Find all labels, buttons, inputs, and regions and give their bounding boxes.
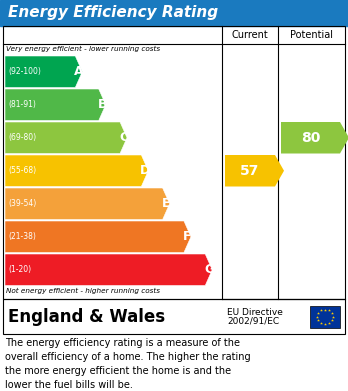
Polygon shape bbox=[5, 122, 127, 154]
Text: Current: Current bbox=[232, 30, 268, 40]
Polygon shape bbox=[225, 155, 284, 187]
Text: C: C bbox=[119, 131, 128, 144]
Text: E: E bbox=[161, 197, 170, 210]
Polygon shape bbox=[5, 89, 106, 120]
Text: D: D bbox=[140, 164, 151, 177]
Text: A: A bbox=[74, 65, 84, 78]
Polygon shape bbox=[5, 56, 82, 88]
Polygon shape bbox=[5, 254, 212, 285]
Text: Energy Efficiency Rating: Energy Efficiency Rating bbox=[8, 5, 218, 20]
Text: (21-38): (21-38) bbox=[8, 232, 36, 241]
Text: 2002/91/EC: 2002/91/EC bbox=[227, 316, 279, 325]
Text: 80: 80 bbox=[301, 131, 320, 145]
Text: EU Directive: EU Directive bbox=[227, 308, 283, 317]
Bar bbox=[3, 299, 345, 334]
Text: (69-80): (69-80) bbox=[8, 133, 36, 142]
Text: (39-54): (39-54) bbox=[8, 199, 36, 208]
Text: Not energy efficient - higher running costs: Not energy efficient - higher running co… bbox=[6, 288, 160, 294]
Polygon shape bbox=[281, 122, 348, 154]
Polygon shape bbox=[5, 221, 191, 253]
Text: (81-91): (81-91) bbox=[8, 100, 36, 109]
Text: The energy efficiency rating is a measure of the
overall efficiency of a home. T: The energy efficiency rating is a measur… bbox=[5, 338, 251, 390]
Text: (1-20): (1-20) bbox=[8, 265, 31, 274]
Bar bbox=[3, 26, 345, 299]
Text: G: G bbox=[204, 263, 214, 276]
Text: F: F bbox=[183, 230, 191, 243]
Polygon shape bbox=[5, 155, 148, 187]
Text: B: B bbox=[98, 98, 107, 111]
Bar bbox=[0, 0, 348, 26]
Text: England & Wales: England & Wales bbox=[8, 307, 165, 325]
Text: (92-100): (92-100) bbox=[8, 67, 41, 76]
Polygon shape bbox=[5, 188, 169, 219]
Text: Very energy efficient - lower running costs: Very energy efficient - lower running co… bbox=[6, 46, 160, 52]
Text: (55-68): (55-68) bbox=[8, 166, 36, 175]
Text: 57: 57 bbox=[240, 164, 260, 178]
Text: Potential: Potential bbox=[290, 30, 333, 40]
FancyBboxPatch shape bbox=[310, 305, 340, 328]
